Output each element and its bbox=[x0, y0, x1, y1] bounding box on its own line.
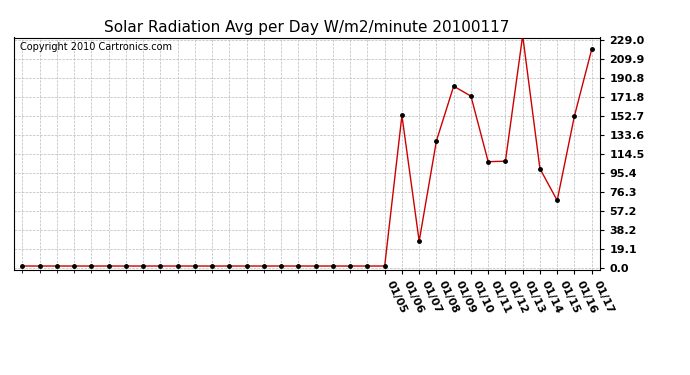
Text: Copyright 2010 Cartronics.com: Copyright 2010 Cartronics.com bbox=[19, 42, 172, 52]
Title: Solar Radiation Avg per Day W/m2/minute 20100117: Solar Radiation Avg per Day W/m2/minute … bbox=[104, 20, 510, 35]
